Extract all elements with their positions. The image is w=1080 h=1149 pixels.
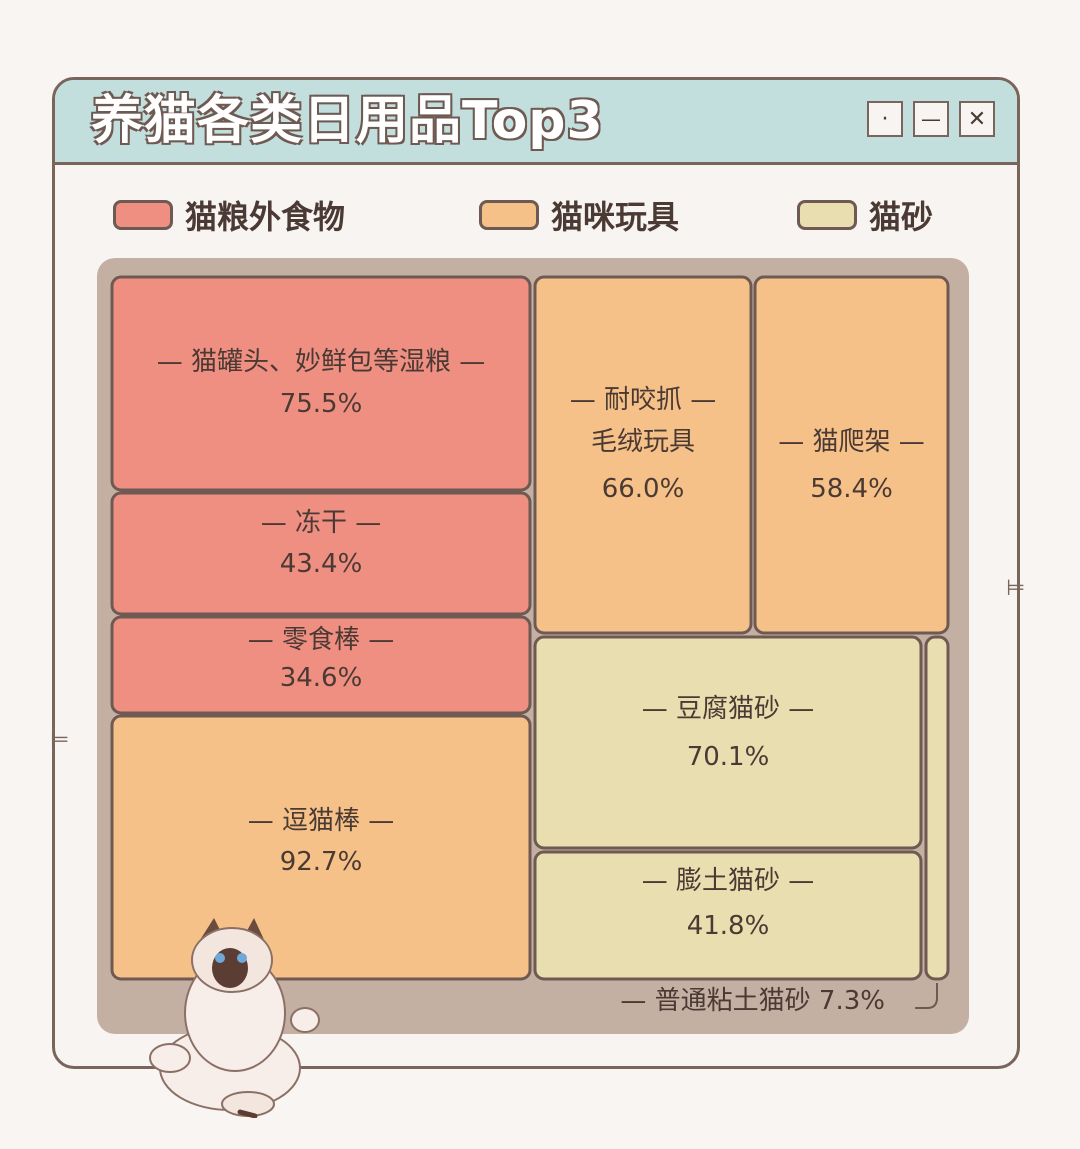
close-button[interactable]: ✕ xyxy=(959,101,995,137)
legend-label-toys: 猫咪玩具 xyxy=(551,198,680,236)
cell-label: — 零食棒 — xyxy=(248,625,395,655)
legend-swatch-food xyxy=(113,200,173,230)
treemap-cell xyxy=(110,615,532,715)
legend-item-litter: 猫砂 xyxy=(797,198,933,236)
cell-value: 92.7% xyxy=(280,847,363,877)
leader-line xyxy=(915,983,938,1009)
cell-label: — 冻干 — xyxy=(261,508,382,538)
legend-swatch-toys xyxy=(479,200,539,230)
legend-item-food: 猫粮外食物 xyxy=(113,198,345,236)
cell-label: — 猫罐头、妙鲜包等湿粮 — xyxy=(157,347,486,377)
cell-value: 34.6% xyxy=(280,663,363,693)
treemap-cell xyxy=(533,850,923,981)
cat-illustration xyxy=(149,918,320,1118)
cell-value: 66.0% xyxy=(602,474,685,504)
cell-label: — 膨土猫砂 — xyxy=(642,866,815,896)
cell-label: — 豆腐猫砂 — xyxy=(642,694,815,724)
minimize-button[interactable]: — xyxy=(913,101,949,137)
minimize-icon: — xyxy=(921,107,941,131)
treemap-cell xyxy=(924,635,950,981)
treemap-cell xyxy=(753,275,950,635)
dot-icon: · xyxy=(881,106,889,132)
legend-label-litter: 猫砂 xyxy=(869,198,934,236)
treemap-cell xyxy=(110,714,532,981)
cell-label: 毛绒玩具 xyxy=(591,427,695,457)
cell-label: — 耐咬抓 — xyxy=(570,385,717,415)
cell-value: 41.8% xyxy=(687,911,770,941)
cell-label: — 逗猫棒 — xyxy=(248,806,395,836)
cell-label: — 猫爬架 — xyxy=(778,427,925,457)
cell-value: 70.1% xyxy=(687,742,770,772)
cell-value: 58.4% xyxy=(810,474,893,504)
close-icon: ✕ xyxy=(967,106,987,132)
side-tick-right: ⊨ xyxy=(1006,576,1026,601)
side-tick-left: ⊨ xyxy=(50,728,70,753)
legend-swatch-litter xyxy=(797,200,857,230)
legend-item-toys: 猫咪玩具 xyxy=(479,198,679,236)
treemap-cell xyxy=(110,491,532,616)
dot-button[interactable]: · xyxy=(867,101,903,137)
treemap-cell xyxy=(533,635,923,850)
window-title: 养猫各类日用品Top3 xyxy=(91,91,604,151)
treemap-cell xyxy=(110,275,532,492)
legend-label-food: 猫粮外食物 xyxy=(185,198,346,236)
cell-value: 75.5% xyxy=(280,389,363,419)
treemap-cell xyxy=(533,275,753,635)
cell-label: — 普通粘土猫砂 7.3% xyxy=(620,986,885,1016)
cell-value: 43.4% xyxy=(280,549,363,579)
title-bar: 养猫各类日用品Top3 · — ✕ xyxy=(55,80,1017,165)
